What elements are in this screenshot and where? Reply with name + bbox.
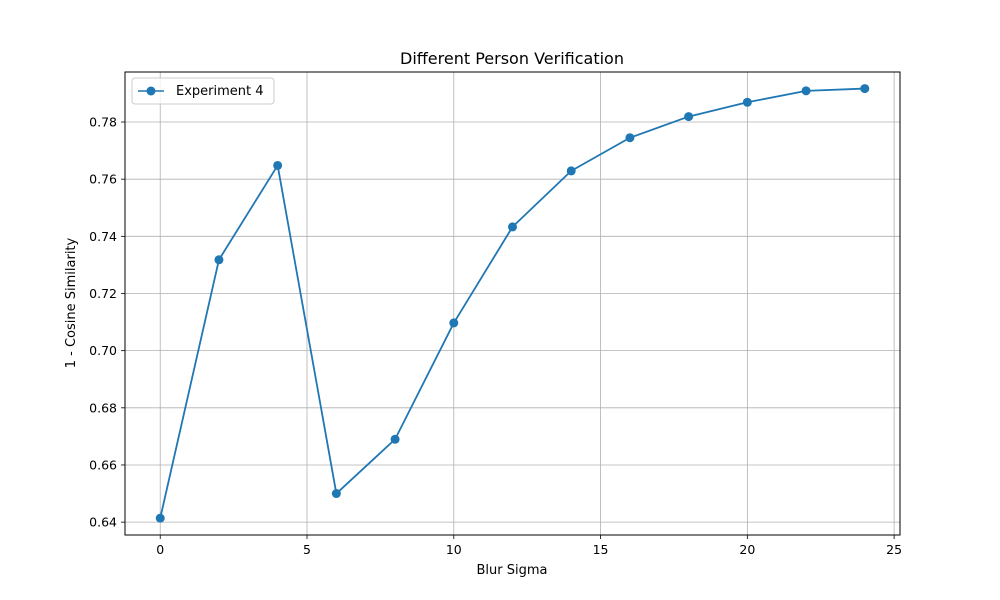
x-tick-label: 5: [303, 542, 311, 557]
x-tick-label: 20: [739, 542, 755, 557]
y-tick-label: 0.74: [89, 229, 117, 244]
data-point: [801, 86, 811, 96]
legend-marker-swatch: [146, 86, 156, 96]
data-point: [214, 255, 224, 265]
data-point: [390, 434, 400, 444]
y-tick-label: 0.78: [89, 115, 117, 130]
x-axis-label: Blur Sigma: [477, 563, 548, 578]
x-tick-label: 25: [886, 542, 902, 557]
legend: Experiment 4: [131, 77, 275, 105]
series-layer: [155, 84, 870, 523]
legend-label: Experiment 4: [176, 84, 264, 99]
x-tick-label: 0: [156, 542, 164, 557]
y-tick-label: 0.70: [89, 343, 117, 358]
data-point: [331, 489, 341, 499]
y-tick-label: 0.72: [89, 286, 117, 301]
data-point: [742, 97, 752, 107]
x-tick-label: 15: [593, 542, 609, 557]
ticks-layer: 0 5 10 15 20 25 0.64 0.66 0.68 0.70 0.72 0.74 0.76 0.…: [89, 115, 902, 557]
grid-layer: [125, 72, 900, 535]
data-point: [449, 318, 459, 328]
data-point: [860, 84, 870, 94]
legend-box: [131, 77, 275, 105]
data-point: [508, 222, 517, 232]
data-point: [155, 513, 165, 523]
y-tick-label: 0.66: [89, 457, 117, 472]
x-tick-label: 10: [446, 542, 462, 557]
data-point: [566, 166, 576, 176]
y-tick-label: 0.64: [89, 515, 117, 530]
data-point: [684, 112, 694, 122]
data-point: [625, 133, 635, 143]
y-axis-label: 1 - Cosine Similarity: [64, 237, 79, 368]
y-tick-label: 0.76: [89, 172, 117, 187]
plot-frame: [124, 71, 901, 536]
data-point: [273, 160, 283, 170]
chart-title: Different Person Verification: [400, 49, 624, 68]
y-tick-label: 0.68: [89, 400, 117, 415]
series-line: [159, 87, 865, 519]
